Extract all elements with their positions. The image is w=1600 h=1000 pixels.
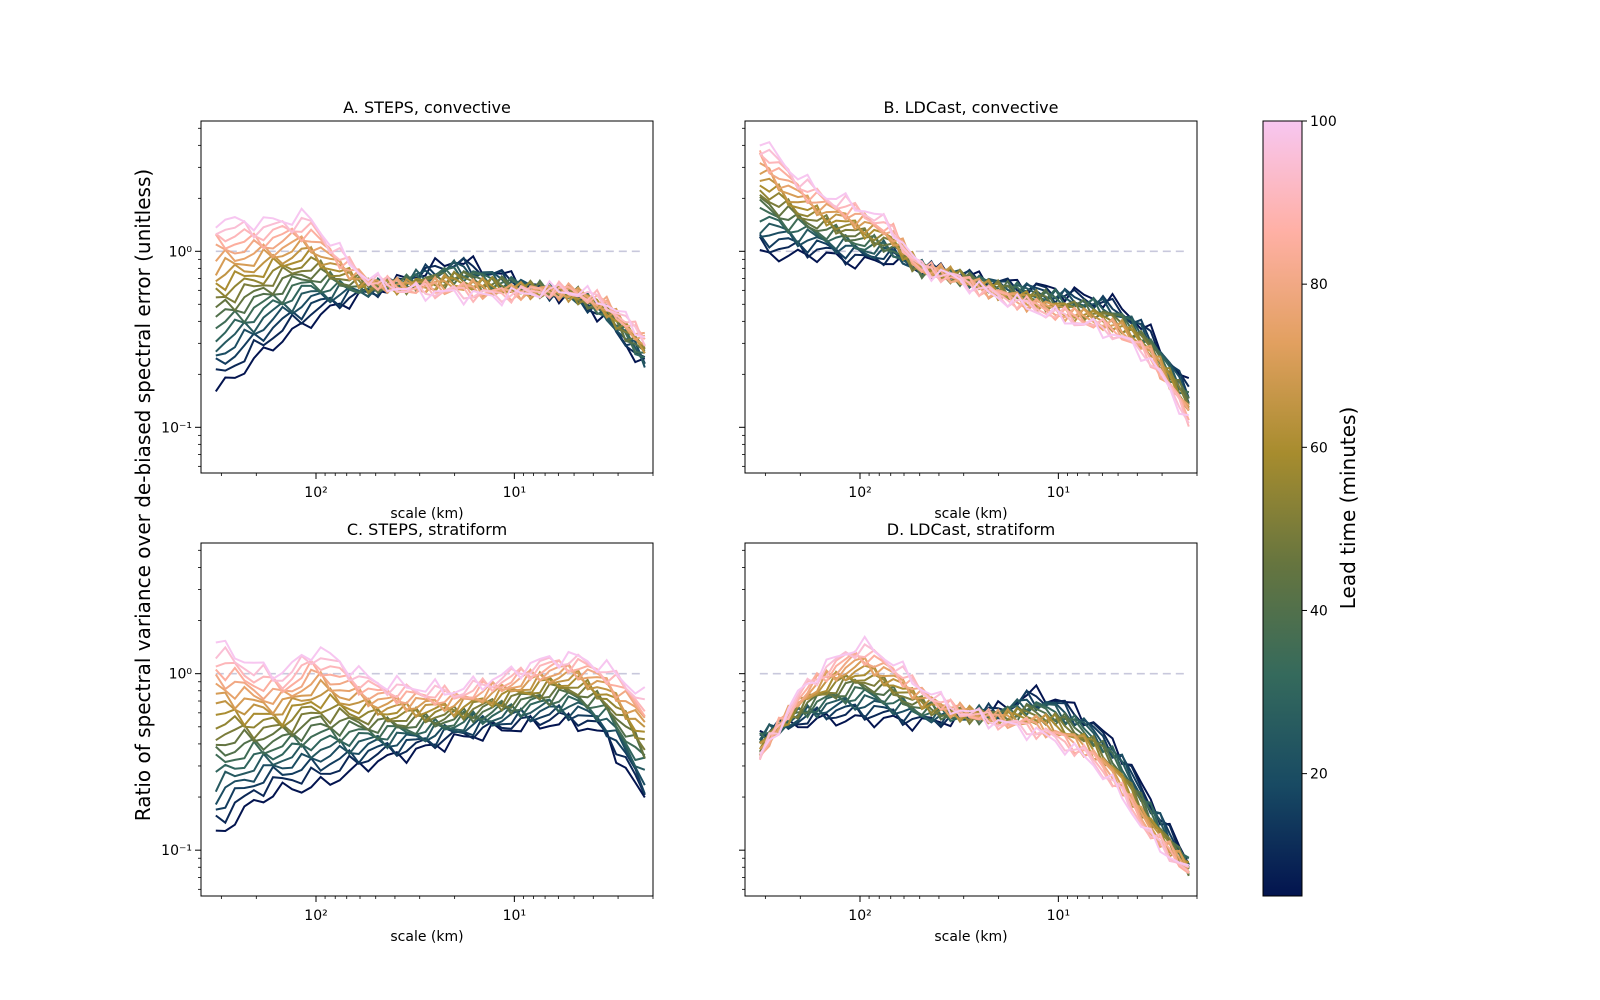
y-tick-label: 10⁻¹ xyxy=(161,420,192,436)
series-lines xyxy=(758,140,1190,427)
series-line-lead-60 xyxy=(215,675,645,733)
series-line-lead-95 xyxy=(215,645,645,701)
figure-ylabel: Ratio of spectral variance over de-biase… xyxy=(131,169,155,821)
series-line-lead-100 xyxy=(215,639,646,696)
series-line-lead-55 xyxy=(759,189,1190,410)
colorbar-tick-label: 40 xyxy=(1310,603,1328,619)
colorbar-label: Lead time (minutes) xyxy=(1336,407,1360,610)
axes-frame xyxy=(744,542,1198,897)
series-line-lead-100 xyxy=(759,140,1189,417)
y-tick-label: 10⁻¹ xyxy=(161,843,192,859)
x-axis-label: scale (km) xyxy=(390,506,463,522)
series-lines xyxy=(214,639,646,833)
series-line-lead-5 xyxy=(759,248,1190,380)
x-axis-label: scale (km) xyxy=(390,929,463,945)
axes-frame xyxy=(744,120,1198,474)
series-line-lead-20 xyxy=(214,705,646,805)
series-line-lead-75 xyxy=(759,162,1190,406)
series-line-lead-65 xyxy=(215,668,646,728)
series-line-lead-50 xyxy=(758,673,1190,870)
panel-b: 10² 10¹ B. LDCast, convective scale (km) xyxy=(739,98,1198,522)
x-axis-label: scale (km) xyxy=(934,929,1007,945)
series-line-lead-30 xyxy=(215,266,646,359)
colorbar-gradient xyxy=(1262,120,1303,897)
x-tick-label: 10² xyxy=(848,485,871,501)
series-line-lead-85 xyxy=(214,227,646,340)
series-line-lead-85 xyxy=(758,150,1190,421)
series-line-lead-80 xyxy=(215,230,645,336)
series-line-lead-100 xyxy=(215,207,646,339)
axes-frame xyxy=(200,120,654,474)
series-line-lead-100 xyxy=(758,635,1190,867)
x-tick-label: 10¹ xyxy=(503,908,526,924)
colorbar: Lead time (minutes) 20 40 60 80 100 xyxy=(1262,114,1360,897)
x-tick-label: 10² xyxy=(304,908,327,924)
y-tick-label: 10⁰ xyxy=(169,244,193,260)
panel-title: B. LDCast, convective xyxy=(883,98,1058,117)
colorbar-tick-label: 60 xyxy=(1310,440,1328,456)
panel-c: 10² 10¹ 10⁰ 10⁻¹ C. STEPS, stratiform scale (… xyxy=(161,520,654,945)
colorbar-tick-label: 20 xyxy=(1310,767,1328,783)
series-line-lead-85 xyxy=(215,658,646,717)
series-line-lead-90 xyxy=(215,657,646,713)
series-lines xyxy=(214,207,646,392)
series-line-lead-40 xyxy=(759,198,1190,400)
x-tick-label: 10² xyxy=(304,485,327,501)
panel-title: D. LDCast, stratiform xyxy=(887,520,1056,539)
colorbar-tick-label: 100 xyxy=(1310,114,1337,130)
panel-title: C. STEPS, stratiform xyxy=(347,520,507,539)
colorbar-tick-label: 80 xyxy=(1310,277,1328,293)
panels: 10² 10¹ 10⁰ 10⁻¹ A. STEPS, convective scale (… xyxy=(161,98,1198,945)
panel-d: 10² 10¹ D. LDCast, stratiform scale (km) xyxy=(739,520,1198,945)
series-line-lead-30 xyxy=(215,695,646,773)
series-line-lead-25 xyxy=(214,698,646,793)
x-tick-label: 10¹ xyxy=(1047,908,1070,924)
series-line-lead-55 xyxy=(215,675,645,741)
series-line-lead-95 xyxy=(759,148,1190,424)
panel-title: A. STEPS, convective xyxy=(343,98,511,117)
panel-a: 10² 10¹ 10⁰ 10⁻¹ A. STEPS, convective scale (… xyxy=(161,98,654,522)
x-tick-label: 10² xyxy=(848,908,871,924)
x-axis-label: scale (km) xyxy=(934,506,1007,522)
series-line-lead-50 xyxy=(759,194,1190,408)
axes-frame xyxy=(200,542,654,897)
series-line-lead-80 xyxy=(758,152,1190,411)
series-line-lead-50 xyxy=(215,682,646,751)
series-lines xyxy=(758,635,1190,877)
series-line-lead-45 xyxy=(759,196,1190,406)
series-line-lead-35 xyxy=(759,206,1190,394)
series-line-lead-15 xyxy=(215,703,646,811)
x-tick-label: 10¹ xyxy=(503,485,526,501)
y-tick-label: 10⁰ xyxy=(169,667,193,683)
x-tick-label: 10¹ xyxy=(1047,485,1070,501)
